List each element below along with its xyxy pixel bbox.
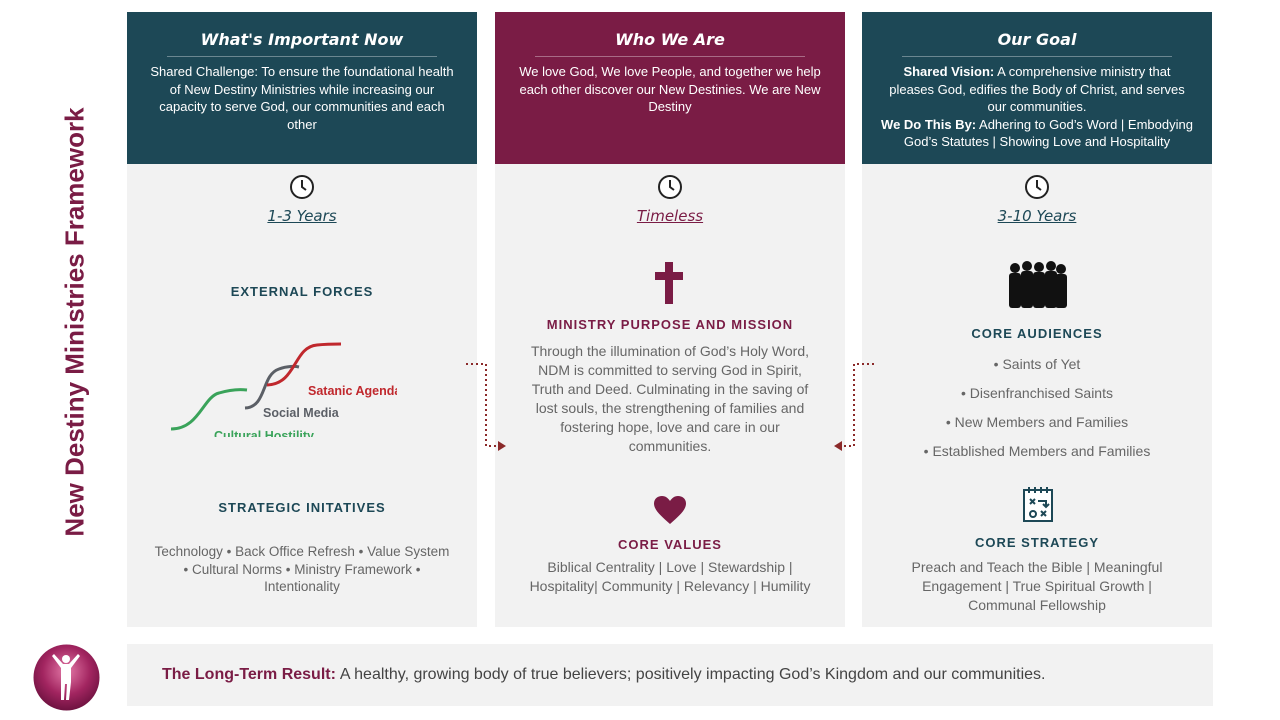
clock-icon bbox=[658, 175, 682, 199]
header-divider bbox=[167, 56, 437, 57]
force-label-social: Social Media bbox=[263, 406, 340, 420]
dotted-arrow-icon bbox=[466, 363, 506, 451]
header-divider bbox=[535, 56, 805, 57]
dotted-arrow-icon bbox=[834, 363, 874, 451]
column-who-we-are: Who We Are We love God, We love People, … bbox=[495, 12, 845, 627]
core-values-title: CORE VALUES bbox=[618, 537, 722, 552]
column-header: Who We Are We love God, We love People, … bbox=[495, 12, 845, 164]
time-horizon: 1-3 Years bbox=[267, 207, 337, 225]
vision-text: A comprehensive ministry that pleases Go… bbox=[889, 64, 1185, 114]
force-label-cultural: Cultural Hostility bbox=[214, 429, 314, 437]
vertical-title: New Destiny Ministries Framework bbox=[20, 72, 130, 572]
people-icon bbox=[1009, 261, 1067, 308]
column-title: Our Goal bbox=[997, 30, 1077, 49]
strategic-initiatives-text: Technology • Back Office Refresh • Value… bbox=[154, 544, 450, 594]
column-description: We love God, We love People, and togethe… bbox=[519, 64, 821, 114]
cross-icon bbox=[655, 262, 683, 304]
list-item: • Established Members and Families bbox=[923, 443, 1151, 459]
header-divider bbox=[902, 56, 1172, 57]
audiences-list: • Saints of Yet • Disenfranchised Saints… bbox=[862, 350, 1212, 466]
column-description: Shared Vision: A comprehensive ministry … bbox=[880, 63, 1194, 151]
strategic-initiatives-title: STRATEGIC INITATIVES bbox=[218, 500, 386, 515]
vision-label: Shared Vision: bbox=[903, 64, 995, 79]
time-horizon: Timeless bbox=[636, 207, 704, 225]
clock-icon bbox=[290, 175, 314, 199]
do-this-label: We Do This By: bbox=[881, 116, 977, 132]
column-our-goal: Our Goal Shared Vision: A comprehensive … bbox=[862, 12, 1212, 627]
core-strategy-title: CORE STRATEGY bbox=[975, 535, 1099, 550]
purpose-mission-text: Through the illumination of God’s Holy W… bbox=[530, 343, 810, 454]
column-header: Our Goal Shared Vision: A comprehensive … bbox=[862, 12, 1212, 164]
core-strategy-text: Preach and Teach the Bible | Meaningful … bbox=[911, 559, 1163, 613]
purpose-mission-title: MINISTRY PURPOSE AND MISSION bbox=[546, 317, 794, 332]
column-title: What's Important Now bbox=[200, 30, 404, 49]
long-term-result-text: A healthy, growing body of true believer… bbox=[339, 666, 1046, 683]
logo-icon bbox=[33, 644, 100, 711]
strategy-icon bbox=[1023, 487, 1053, 522]
column-header: What's Important Now Shared Challenge: T… bbox=[127, 12, 477, 164]
list-item: • Saints of Yet bbox=[993, 356, 1081, 372]
time-horizon: 3-10 Years bbox=[997, 207, 1077, 225]
column-title: Who We Are bbox=[615, 30, 725, 49]
column-whats-important-now: What's Important Now Shared Challenge: T… bbox=[127, 12, 477, 627]
framework-title: New Destiny Ministries Framework bbox=[59, 107, 90, 537]
do-this-text: Adhering to God’s Word | Embodying God’s… bbox=[903, 116, 1193, 150]
list-item: • Disenfranchised Saints bbox=[961, 385, 1113, 401]
force-label-satanic: Satanic Agenda bbox=[308, 384, 397, 398]
external-forces-graphic: Satanic Agenda Social Media Cultural Hos… bbox=[170, 342, 397, 437]
long-term-result-label: The Long-Term Result: bbox=[162, 666, 336, 683]
external-forces-title: EXTERNAL FORCES bbox=[230, 284, 374, 299]
list-item: • New Members and Families bbox=[945, 414, 1129, 430]
column-description: Shared Challenge: To ensure the foundati… bbox=[150, 64, 454, 132]
heart-icon bbox=[654, 496, 686, 524]
core-audiences-title: CORE AUDIENCES bbox=[971, 326, 1103, 341]
core-values-text: Biblical Centrality | Love | Stewardship… bbox=[529, 559, 811, 594]
long-term-result-bar: The Long-Term Result: A healthy, growing… bbox=[127, 644, 1213, 706]
clock-icon bbox=[1025, 175, 1049, 199]
